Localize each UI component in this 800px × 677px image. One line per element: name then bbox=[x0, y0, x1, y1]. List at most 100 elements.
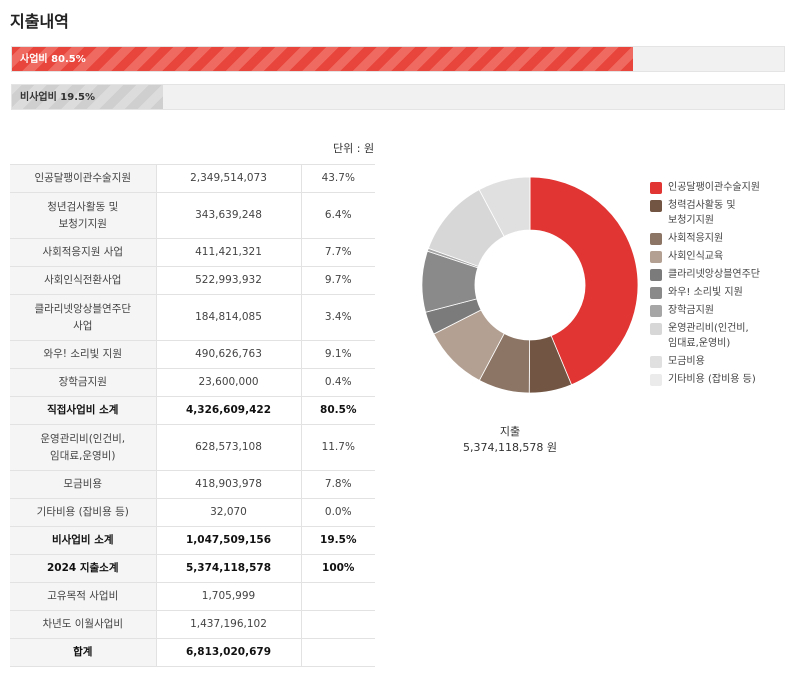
row-name-cell: 사회인식전환사업 bbox=[10, 266, 157, 295]
business-expense-bar: 사업비 80.5% bbox=[12, 47, 634, 71]
row-amount-cell: 1,705,999 bbox=[156, 582, 302, 611]
legend-swatch bbox=[650, 233, 662, 245]
legend-item: 사회적응지원 bbox=[650, 231, 795, 246]
legend-item: 클라리넷앙상블연주단 bbox=[650, 267, 795, 282]
legend-item: 사회인식교육 bbox=[650, 249, 795, 264]
row-name-cell: 2024 지출소계 bbox=[10, 554, 157, 583]
legend-swatch bbox=[650, 182, 662, 194]
row-amount-cell: 628,573,108 bbox=[156, 424, 302, 471]
non-business-expense-bar-track: 비사업비 19.5% bbox=[11, 84, 785, 110]
legend-label: 사회인식교육 bbox=[668, 251, 724, 262]
table-row: 와우! 소리빛 지원 490,626,763 9.1% bbox=[10, 340, 375, 369]
legend-swatch bbox=[650, 287, 662, 299]
table-row: 인공달팽이관수술지원 2,349,514,073 43.7% bbox=[10, 164, 375, 193]
legend-swatch bbox=[650, 305, 662, 317]
row-name-cell: 사회적응지원 사업 bbox=[10, 238, 157, 267]
row-percent-cell: 43.7% bbox=[301, 164, 375, 193]
table-row: 2024 지출소계 5,374,118,578 100% bbox=[10, 554, 375, 583]
row-percent-cell: 100% bbox=[301, 554, 375, 583]
page-title: 지출내역 bbox=[10, 12, 69, 31]
legend-label: 장학금지원 bbox=[668, 305, 714, 316]
legend-item: 모금비용 bbox=[650, 354, 795, 369]
row-amount-cell: 5,374,118,578 bbox=[156, 554, 302, 583]
legend-item: 청력검사활동 및 보청기지원 bbox=[650, 198, 795, 228]
row-amount-cell: 411,421,321 bbox=[156, 238, 302, 267]
expense-table: 인공달팽이관수술지원 2,349,514,073 43.7% 청년검사활동 및 보청기지… bbox=[10, 164, 375, 667]
donut-slice bbox=[529, 176, 639, 386]
table-row: 장학금지원 23,600,000 0.4% bbox=[10, 368, 375, 397]
table-row: 사회인식전환사업 522,993,932 9.7% bbox=[10, 266, 375, 295]
row-percent-cell: 7.7% bbox=[301, 238, 375, 267]
legend-item: 기타비용 (잡비용 등) bbox=[650, 372, 795, 387]
legend-label: 청력검사활동 및 보청기지원 bbox=[668, 200, 736, 226]
row-name-cell: 직접사업비 소계 bbox=[10, 396, 157, 425]
row-percent-cell: 9.1% bbox=[301, 340, 375, 369]
row-percent-cell: 7.8% bbox=[301, 470, 375, 499]
legend-swatch bbox=[650, 269, 662, 281]
table-row: 직접사업비 소계 4,326,609,422 80.5% bbox=[10, 396, 375, 425]
table-row: 합계 6,813,020,679 bbox=[10, 638, 375, 667]
row-percent-cell bbox=[301, 610, 375, 639]
row-percent-cell: 0.0% bbox=[301, 498, 375, 527]
expense-donut-chart bbox=[421, 176, 639, 394]
legend-item: 운영관리비(인건비, 임대료,운영비) bbox=[650, 321, 795, 351]
row-amount-cell: 490,626,763 bbox=[156, 340, 302, 369]
table-row: 기타비용 (잡비용 등) 32,070 0.0% bbox=[10, 498, 375, 527]
legend-swatch bbox=[650, 200, 662, 212]
business-expense-bar-track: 사업비 80.5% bbox=[11, 46, 785, 72]
row-name-cell: 클라리넷앙상블연주단 사업 bbox=[10, 294, 157, 341]
table-row: 청년검사활동 및 보청기지원 343,639,248 6.4% bbox=[10, 192, 375, 239]
table-row: 차년도 이월사업비 1,437,196,102 bbox=[10, 610, 375, 639]
row-amount-cell: 6,813,020,679 bbox=[156, 638, 302, 667]
row-percent-cell: 19.5% bbox=[301, 526, 375, 555]
table-row: 모금비용 418,903,978 7.8% bbox=[10, 470, 375, 499]
legend-swatch bbox=[650, 323, 662, 335]
row-name-cell: 합계 bbox=[10, 638, 157, 667]
unit-label: 단위 : 원 bbox=[333, 142, 375, 155]
row-amount-cell: 343,639,248 bbox=[156, 192, 302, 239]
table-row: 운영관리비(인건비, 임대료,운영비) 628,573,108 11.7% bbox=[10, 424, 375, 471]
legend-label: 사회적응지원 bbox=[668, 233, 724, 244]
row-name-cell: 고유목적 사업비 bbox=[10, 582, 157, 611]
row-percent-cell: 3.4% bbox=[301, 294, 375, 341]
legend-label: 모금비용 bbox=[668, 356, 705, 367]
row-name-cell: 인공달팽이관수술지원 bbox=[10, 164, 157, 193]
row-name-cell: 운영관리비(인건비, 임대료,운영비) bbox=[10, 424, 157, 471]
row-amount-cell: 1,047,509,156 bbox=[156, 526, 302, 555]
row-amount-cell: 418,903,978 bbox=[156, 470, 302, 499]
legend-swatch bbox=[650, 356, 662, 368]
row-percent-cell: 9.7% bbox=[301, 266, 375, 295]
table-row: 클라리넷앙상블연주단 사업 184,814,085 3.4% bbox=[10, 294, 375, 341]
chart-center-label: 지출 5,374,118,578 원 bbox=[420, 424, 600, 456]
legend-swatch bbox=[650, 251, 662, 263]
legend-item: 장학금지원 bbox=[650, 303, 795, 318]
legend-item: 와우! 소리빛 지원 bbox=[650, 285, 795, 300]
non-business-expense-bar: 비사업비 19.5% bbox=[12, 85, 163, 109]
chart-total-value: 5,374,118,578 원 bbox=[462, 441, 558, 454]
row-name-cell: 차년도 이월사업비 bbox=[10, 610, 157, 639]
table-row: 사회적응지원 사업 411,421,321 7.7% bbox=[10, 238, 375, 267]
row-percent-cell: 11.7% bbox=[301, 424, 375, 471]
row-name-cell: 와우! 소리빛 지원 bbox=[10, 340, 157, 369]
row-percent-cell bbox=[301, 638, 375, 667]
legend-label: 인공달팽이관수술지원 bbox=[668, 182, 760, 193]
row-name-cell: 청년검사활동 및 보청기지원 bbox=[10, 192, 157, 239]
row-amount-cell: 4,326,609,422 bbox=[156, 396, 302, 425]
row-amount-cell: 1,437,196,102 bbox=[156, 610, 302, 639]
row-percent-cell: 6.4% bbox=[301, 192, 375, 239]
table-row: 비사업비 소계 1,047,509,156 19.5% bbox=[10, 526, 375, 555]
legend-swatch bbox=[650, 374, 662, 386]
row-percent-cell bbox=[301, 582, 375, 611]
row-name-cell: 장학금지원 bbox=[10, 368, 157, 397]
row-amount-cell: 184,814,085 bbox=[156, 294, 302, 341]
row-name-cell: 모금비용 bbox=[10, 470, 157, 499]
legend-label: 기타비용 (잡비용 등) bbox=[668, 374, 756, 385]
row-amount-cell: 522,993,932 bbox=[156, 266, 302, 295]
table-row: 고유목적 사업비 1,705,999 bbox=[10, 582, 375, 611]
legend-label: 클라리넷앙상블연주단 bbox=[668, 269, 760, 280]
row-percent-cell: 0.4% bbox=[301, 368, 375, 397]
row-name-cell: 기타비용 (잡비용 등) bbox=[10, 498, 157, 527]
chart-total-title: 지출 bbox=[499, 425, 521, 438]
legend-label: 운영관리비(인건비, 임대료,운영비) bbox=[668, 323, 749, 349]
